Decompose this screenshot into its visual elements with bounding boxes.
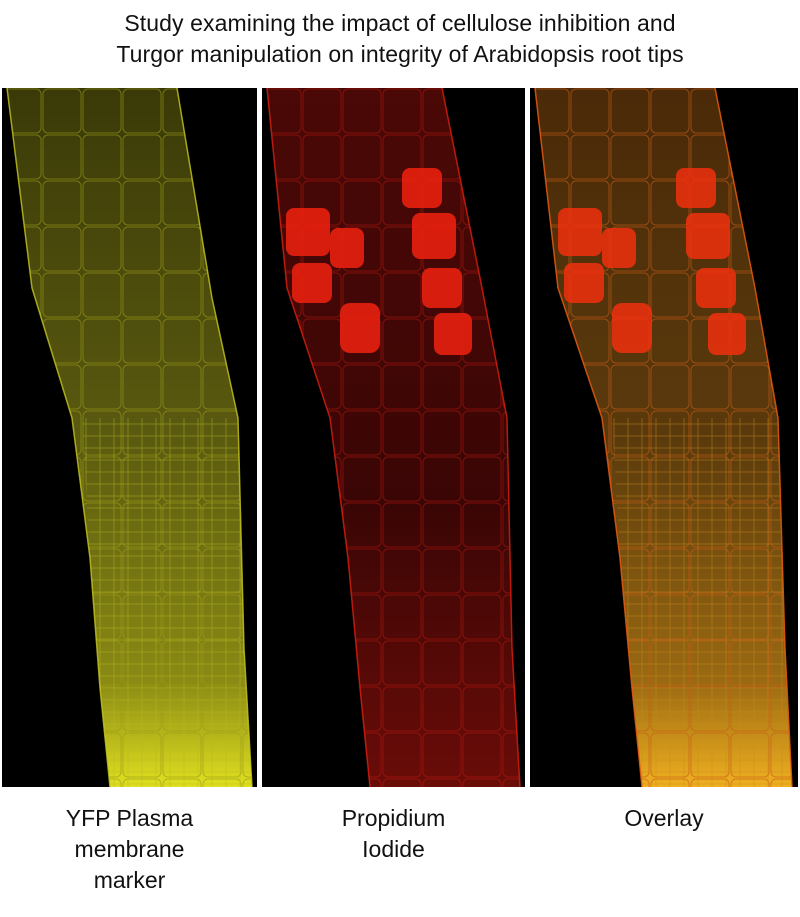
caption-propidium-iodide: Propidium Iodide (262, 803, 525, 865)
caption-pi-line-1: Propidium (341, 805, 446, 831)
caption-yfp-line-3: marker (93, 867, 166, 893)
figure-title-line-2: Turgor manipulation on integrity of Arab… (116, 41, 684, 67)
caption-overlay-line-1: Overlay (624, 805, 704, 831)
caption-pi-line-2: Iodide (362, 836, 425, 862)
caption-yfp-line-2: membrane (74, 836, 185, 862)
figure-title: Study examining the impact of cellulose … (0, 8, 800, 70)
root-tip-overlay-micrograph (534, 88, 793, 787)
panel-yfp-image (2, 88, 257, 787)
caption-yfp-line-1: YFP Plasma (65, 805, 194, 831)
panel-propidium-iodide-image (262, 88, 525, 787)
panel-overlay-image (530, 88, 798, 787)
root-tip-yfp-micrograph (6, 88, 253, 787)
root-tip-pi-micrograph (266, 88, 521, 787)
caption-overlay: Overlay (530, 803, 798, 834)
caption-yfp: YFP Plasma membrane marker (2, 803, 257, 896)
figure-title-line-1: Study examining the impact of cellulose … (124, 10, 676, 36)
